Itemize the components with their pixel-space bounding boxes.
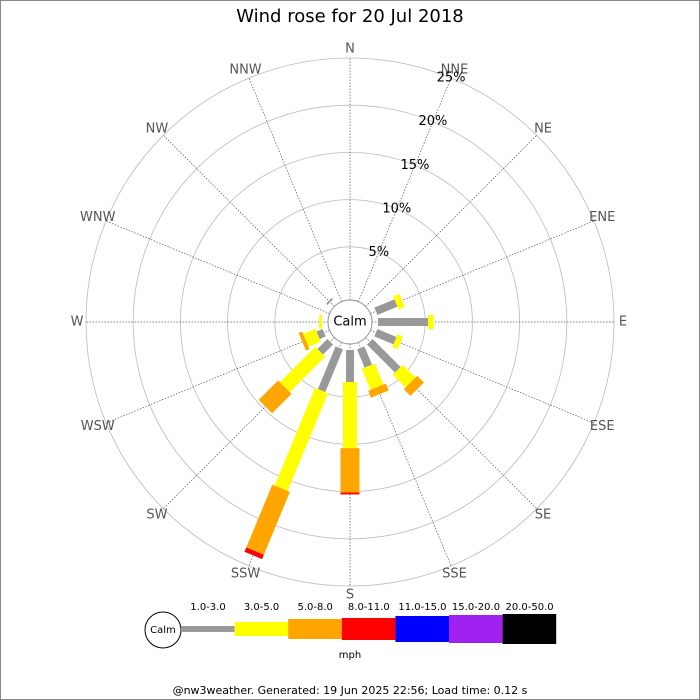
legend-calm-label: Calm bbox=[150, 625, 176, 636]
direction-label: N bbox=[345, 42, 355, 57]
unit-label: mph bbox=[339, 650, 361, 661]
wind-segment bbox=[343, 382, 357, 449]
legend-swatch bbox=[288, 619, 342, 639]
wind-segment bbox=[246, 484, 290, 555]
legend-label: 15.0-20.0 bbox=[452, 602, 500, 613]
wind-segment bbox=[361, 363, 384, 390]
direction-label: NNE bbox=[441, 62, 469, 77]
legend-label: 1.0-3.0 bbox=[190, 602, 225, 613]
calm-circle bbox=[327, 299, 373, 345]
direction-label: NNW bbox=[229, 62, 261, 77]
wind-segment bbox=[392, 364, 416, 388]
wind-segment bbox=[319, 315, 322, 329]
wind-segment bbox=[428, 315, 434, 329]
legend-swatch bbox=[234, 622, 289, 636]
wind-segment bbox=[393, 293, 405, 310]
wind-segment bbox=[346, 350, 354, 383]
wind-segment bbox=[377, 318, 429, 326]
wind-segment bbox=[366, 338, 401, 373]
wind-segment bbox=[279, 346, 326, 393]
wind-segment bbox=[303, 328, 321, 347]
spoke bbox=[163, 135, 335, 307]
chart-title: Wind rose for 20 Jul 2018 bbox=[236, 6, 464, 27]
direction-label: ENE bbox=[589, 210, 615, 225]
wind-segment bbox=[317, 338, 334, 355]
wind-segment bbox=[374, 299, 398, 315]
spoke bbox=[370, 220, 595, 314]
legend-label: 3.0-5.0 bbox=[244, 602, 279, 613]
wind-segment bbox=[374, 329, 397, 345]
spoke bbox=[105, 220, 330, 314]
ring-label: 20% bbox=[419, 114, 448, 129]
ring bbox=[132, 104, 568, 540]
wind-segment bbox=[244, 547, 264, 560]
legend-label: 20.0-50.0 bbox=[506, 602, 554, 613]
ring-label: 25% bbox=[437, 71, 466, 86]
spoke bbox=[358, 77, 452, 302]
legend-swatch bbox=[341, 618, 396, 640]
wind-segment bbox=[317, 346, 343, 393]
legend-swatch bbox=[395, 616, 449, 642]
wind-segment bbox=[258, 380, 292, 414]
direction-label: E bbox=[619, 315, 627, 330]
legend-label: 5.0-8.0 bbox=[297, 602, 332, 613]
direction-label: ESE bbox=[590, 419, 615, 434]
wind-segment bbox=[403, 375, 424, 396]
legend-swatch bbox=[449, 615, 503, 643]
direction-label: S bbox=[346, 588, 354, 603]
legend-label: 11.0-15.0 bbox=[398, 602, 446, 613]
wind-segment bbox=[326, 298, 334, 306]
footer: @nw3weather. Generated: 19 Jun 2025 22:5… bbox=[173, 684, 528, 697]
legend-swatch bbox=[502, 614, 557, 644]
ring-label: 10% bbox=[382, 201, 411, 216]
direction-label: SW bbox=[146, 508, 167, 523]
direction-label: SSE bbox=[442, 567, 467, 582]
wind-segment bbox=[357, 346, 372, 368]
wind-segment bbox=[340, 492, 360, 495]
wind-segment bbox=[316, 329, 326, 339]
ring bbox=[85, 57, 615, 587]
ring-label: 15% bbox=[400, 158, 429, 173]
direction-label: WNW bbox=[80, 210, 116, 225]
direction-label: SE bbox=[535, 508, 551, 523]
ring-label: 5% bbox=[368, 245, 389, 260]
wind-segment bbox=[340, 448, 360, 493]
spoke bbox=[248, 77, 342, 302]
wind-segment bbox=[392, 334, 403, 350]
wind-segment bbox=[274, 387, 329, 491]
wind-segment bbox=[298, 331, 310, 351]
wind-segment bbox=[368, 383, 389, 398]
legend-label: 8.0-11.0 bbox=[348, 602, 390, 613]
legend-swatch bbox=[181, 626, 235, 632]
direction-label: NW bbox=[146, 121, 169, 136]
direction-label: WSW bbox=[81, 419, 115, 434]
spoke bbox=[370, 330, 595, 424]
direction-label: SSW bbox=[231, 567, 261, 582]
spoke bbox=[365, 135, 537, 307]
direction-label: NE bbox=[534, 121, 552, 136]
direction-label: W bbox=[71, 315, 84, 330]
spoke bbox=[105, 330, 330, 424]
calm-label: Calm bbox=[333, 315, 366, 330]
